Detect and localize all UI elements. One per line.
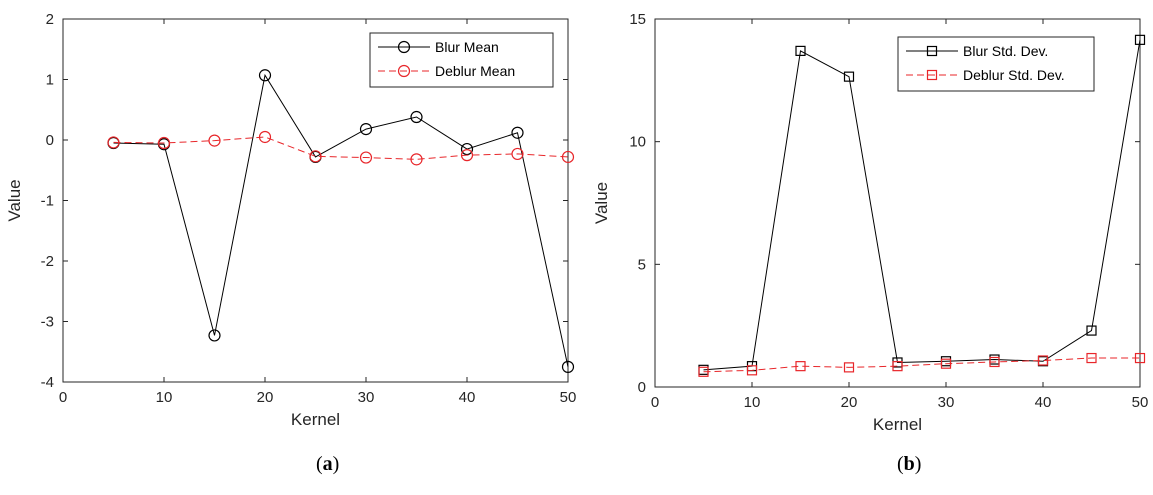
x-tick-label: 10 <box>156 389 173 406</box>
caption-close: ) <box>333 453 340 475</box>
data-point <box>1134 34 1146 45</box>
data-point <box>157 136 171 150</box>
y-tick-label: -4 <box>41 374 54 391</box>
data-point <box>359 123 373 136</box>
series-2 <box>107 130 575 166</box>
chart-panel-a: 0 10 20 30 40 50 -4 -3 -2 -1 0 1 2 Kernel Value Blur Me… <box>5 11 576 475</box>
legend: Blur Std. Dev. Deblur Std. Dev. <box>897 36 1095 92</box>
data-point <box>258 130 272 144</box>
series-line <box>113 73 569 367</box>
x-tick-label: 0 <box>59 389 67 406</box>
y-axis-label: Value <box>592 182 611 224</box>
legend-marker <box>397 64 411 78</box>
legend-label: Blur Mean <box>435 39 499 55</box>
caption-open: ( <box>316 453 323 475</box>
y-tick-label: 15 <box>629 11 646 28</box>
y-tick-label: 0 <box>46 132 54 149</box>
series-line <box>113 136 569 160</box>
y-tick-label: -1 <box>41 193 54 210</box>
y-tick-label: 0 <box>638 379 646 396</box>
legend-marker <box>397 40 411 54</box>
x-tick-label: 40 <box>459 389 476 406</box>
data-point <box>892 361 903 372</box>
data-point <box>940 358 952 369</box>
x-tick-label: 0 <box>651 394 659 411</box>
x-tick-label: 50 <box>1132 394 1149 411</box>
data-point <box>1037 355 1049 366</box>
series-1 <box>107 69 575 373</box>
y-tick-label: 2 <box>46 11 54 28</box>
series-line <box>703 357 1140 373</box>
y-tick-label: 1 <box>46 72 54 89</box>
legend-box <box>369 32 554 88</box>
y-tick-label: 5 <box>638 256 646 273</box>
caption-close: ) <box>915 453 922 475</box>
legend-marker <box>926 45 938 57</box>
chart-panel-b: 0 10 20 30 40 50 0 5 10 15 Kernel Value Blur Std. De… <box>592 11 1148 475</box>
x-tick-label: 20 <box>257 389 274 406</box>
data-point <box>410 110 423 124</box>
data-point <box>698 366 709 377</box>
legend-marker <box>926 69 938 81</box>
data-point <box>511 147 524 161</box>
data-point <box>843 71 855 82</box>
panel-caption: (b) <box>897 453 921 475</box>
caption-open: ( <box>897 453 904 475</box>
data-point <box>359 151 373 164</box>
data-point <box>1086 325 1097 336</box>
axes-box <box>654 18 1141 388</box>
data-point <box>309 150 322 163</box>
x-tick-label: 20 <box>841 394 858 411</box>
y-tick-label: -3 <box>41 314 54 331</box>
data-point <box>561 150 575 164</box>
data-point <box>795 361 806 372</box>
x-tick-label: 30 <box>938 394 955 411</box>
legend: Blur Mean Deblur Mean <box>369 32 554 88</box>
caption-letter: b <box>904 453 915 475</box>
legend-label: Deblur Mean <box>435 63 515 79</box>
data-point <box>208 134 221 147</box>
data-point <box>843 362 855 373</box>
data-point <box>561 360 575 373</box>
data-point <box>410 153 423 166</box>
y-axis-label: Value <box>5 179 24 221</box>
data-point <box>258 69 272 82</box>
data-point <box>1086 352 1097 364</box>
x-tick-label: 50 <box>560 389 577 406</box>
data-point <box>795 45 806 56</box>
legend-label: Blur Std. Dev. <box>963 43 1048 59</box>
y-tick-label: 10 <box>629 134 646 151</box>
caption-letter: a <box>323 453 333 475</box>
data-point <box>208 329 221 342</box>
data-point <box>460 142 474 156</box>
x-axis-label: Kernel <box>873 415 922 434</box>
x-tick-label: 40 <box>1035 394 1052 411</box>
series-2 <box>698 352 1146 377</box>
legend-label: Deblur Std. Dev. <box>963 67 1065 83</box>
data-point <box>511 126 524 139</box>
data-point <box>989 356 1000 368</box>
series-line <box>703 39 1141 371</box>
data-point <box>460 149 474 162</box>
x-tick-label: 10 <box>744 394 761 411</box>
data-point <box>746 365 758 376</box>
data-point <box>107 136 120 149</box>
panel-caption: (a) <box>316 453 339 475</box>
x-tick-label: 30 <box>358 389 375 406</box>
x-axis-label: Kernel <box>291 410 340 429</box>
data-point <box>1134 352 1146 364</box>
y-tick-label: -2 <box>41 253 54 270</box>
